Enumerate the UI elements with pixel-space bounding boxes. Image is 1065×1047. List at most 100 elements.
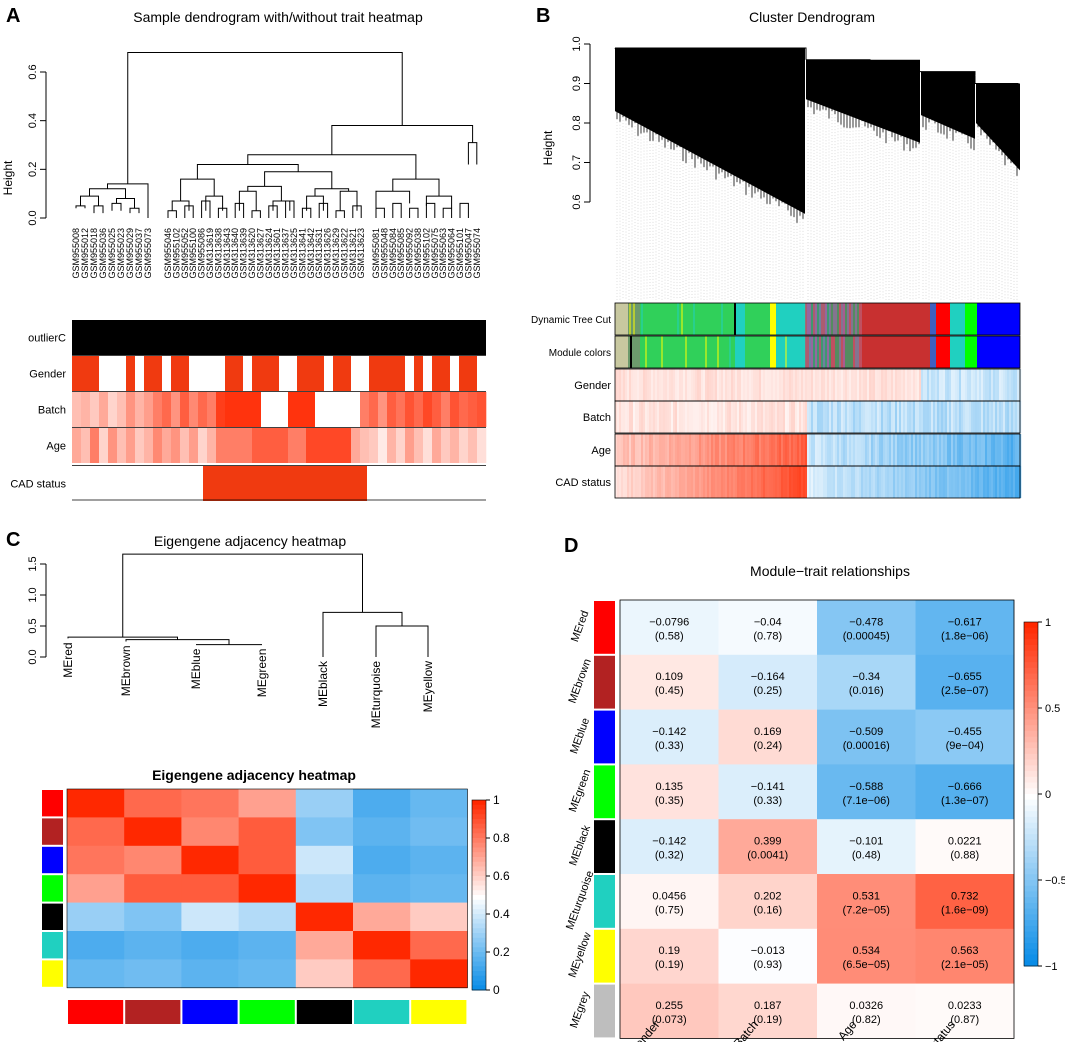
a-trait-cell xyxy=(306,356,316,391)
c-col-color-swatch xyxy=(125,1000,181,1024)
b-trait-stripe xyxy=(933,401,936,433)
d-legend-step xyxy=(1024,679,1038,686)
b-trait-stripe xyxy=(633,369,636,401)
b-trait-stripe xyxy=(689,401,692,433)
c-heat-cell xyxy=(181,874,239,903)
d-cell-r-value: −0.142 xyxy=(652,836,686,848)
b-trait-stripe xyxy=(667,434,670,466)
b-trait-stripe xyxy=(983,466,986,498)
c-legend-step xyxy=(472,975,486,981)
a-trait-label: Gender xyxy=(29,369,66,381)
b-trait-stripe xyxy=(655,434,658,466)
b-trait-stripe xyxy=(961,401,964,433)
b-trait-stripe xyxy=(717,434,720,466)
b-trait-stripe xyxy=(799,466,802,498)
c-legend-step xyxy=(472,876,486,882)
b-trait-stripe xyxy=(1011,369,1014,401)
b-trait-stripe xyxy=(793,434,796,466)
a-trait-cell xyxy=(180,356,190,391)
d-cell-p-value: (0.00016) xyxy=(843,740,890,752)
b-trait-stripe xyxy=(793,466,796,498)
b-trait-stripe xyxy=(779,369,782,401)
b-trait-stripe xyxy=(671,466,674,498)
d-cell-r-value: 0.135 xyxy=(655,781,683,793)
b-trait-stripe xyxy=(767,401,770,433)
a-trait-cell xyxy=(252,428,262,463)
a-dendro-link xyxy=(425,202,436,218)
b-trait-stripe xyxy=(847,369,850,401)
d-cell-r-value: −0.101 xyxy=(849,836,883,848)
b-trait-stripe xyxy=(847,434,850,466)
c-heat-cell xyxy=(67,959,125,989)
b-trait-stripe xyxy=(887,401,890,433)
b-trait-stripe xyxy=(921,369,924,401)
b-trait-stripe xyxy=(745,434,748,466)
b-trait-stripe xyxy=(729,401,732,433)
b-trait-stripe xyxy=(775,434,778,466)
b-trait-stripe xyxy=(749,401,752,433)
d-cell-r-value: 0.255 xyxy=(655,1000,683,1012)
b-trait-stripe xyxy=(773,434,776,466)
b-trait-stripe xyxy=(1005,369,1008,401)
b-trait-stripe xyxy=(897,401,900,433)
b-trait-stripe xyxy=(829,369,832,401)
b-trait-stripe xyxy=(639,434,642,466)
b-trait-stripe xyxy=(935,466,938,498)
b-axis-tick-label: 0.7 xyxy=(571,155,583,170)
c-heat-cell xyxy=(353,817,411,847)
b-module-segment xyxy=(628,336,640,368)
a-trait-cell xyxy=(360,392,370,427)
b-trait-stripe xyxy=(615,434,618,466)
b-trait-stripe xyxy=(921,434,924,466)
b-trait-stripe xyxy=(713,369,716,401)
c-legend-step xyxy=(472,971,486,977)
b-trait-stripe xyxy=(725,434,728,466)
b-trait-stripe xyxy=(795,434,798,466)
b-trait-stripe xyxy=(843,401,846,433)
b-trait-stripe xyxy=(937,401,940,433)
a-dendro-link xyxy=(409,207,419,218)
b-trait-stripe xyxy=(783,401,786,433)
b-module-segment xyxy=(965,303,977,335)
d-legend-step xyxy=(1024,868,1038,875)
b-trait-stripe xyxy=(999,401,1002,433)
b-trait-stripe xyxy=(757,434,760,466)
b-trait-stripe xyxy=(781,369,784,401)
b-trait-stripe xyxy=(687,434,690,466)
b-trait-stripe xyxy=(795,401,798,433)
a-trait-label: outlierC xyxy=(28,333,66,345)
a-trait-cell xyxy=(243,392,253,427)
d-legend-step xyxy=(1024,857,1038,864)
a-dendro-link xyxy=(425,195,453,209)
a-trait-cell xyxy=(203,466,367,501)
b-trait-stripe xyxy=(1003,434,1006,466)
b-trait-stripe xyxy=(967,466,970,498)
a-trait-cell xyxy=(351,356,361,391)
b-trait-stripe xyxy=(999,466,1002,498)
b-trait-stripe xyxy=(923,369,926,401)
c-col-color-swatch xyxy=(296,1000,352,1024)
b-trait-stripe xyxy=(961,369,964,401)
d-legend-step xyxy=(1024,897,1038,904)
b-trait-stripe xyxy=(943,401,946,433)
b-trait-stripe xyxy=(707,401,710,433)
a-trait-cell xyxy=(189,428,199,463)
c-legend-step xyxy=(472,871,486,877)
b-trait-stripe xyxy=(625,369,628,401)
b-trait-stripe xyxy=(617,434,620,466)
d-legend-step xyxy=(1024,719,1038,726)
b-trait-stripe xyxy=(915,434,918,466)
b-trait-stripe xyxy=(835,466,838,498)
c-axis-tick-label: 0.0 xyxy=(27,649,39,664)
b-trait-stripe xyxy=(625,401,628,433)
b-trait-stripe xyxy=(943,434,946,466)
b-trait-stripe xyxy=(647,401,650,433)
c-legend-step xyxy=(472,857,486,863)
b-trait-stripe xyxy=(633,401,636,433)
c-legend-step xyxy=(472,823,486,829)
b-trait-stripe xyxy=(645,434,648,466)
a-trait-cell xyxy=(297,392,307,427)
b-trait-stripe xyxy=(951,401,954,433)
b-trait-stripe xyxy=(659,401,662,433)
